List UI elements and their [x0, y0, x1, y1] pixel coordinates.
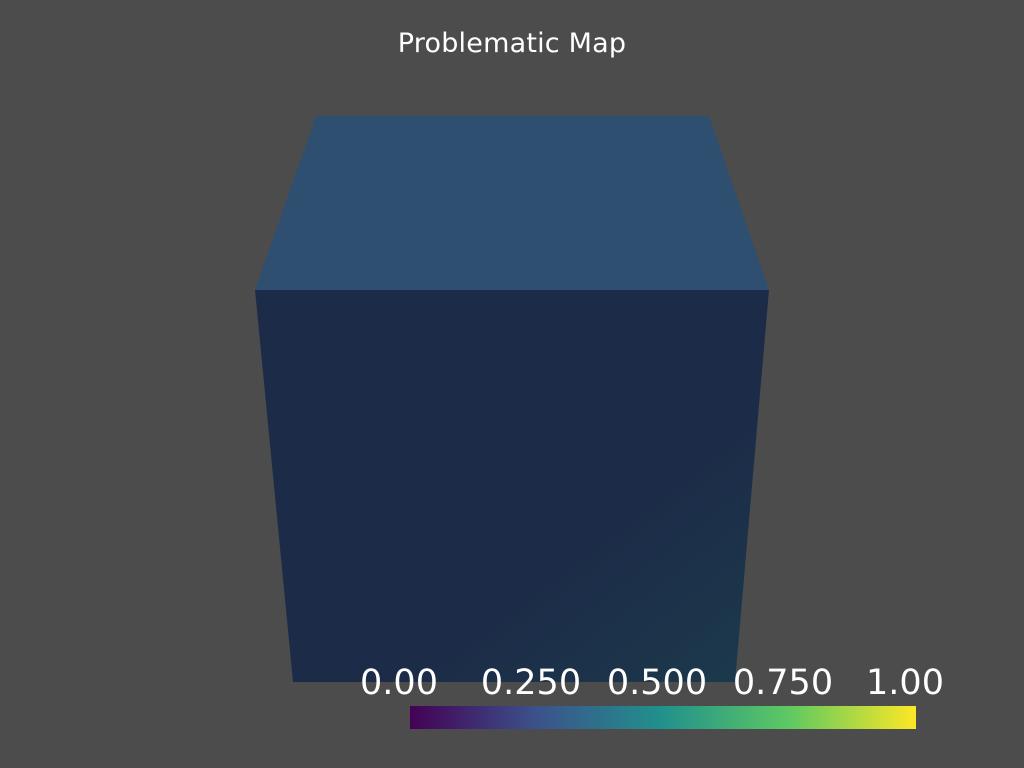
plot-title: Problematic Map [397, 28, 627, 59]
cube-front-face [255, 290, 769, 682]
colorbar-tick-label-1: 0.250 [480, 663, 582, 703]
colorbar-tick-label-3: 0.750 [732, 663, 834, 703]
colorbar-tick-label-0: 0.00 [360, 663, 438, 703]
cube-top-face [255, 116, 769, 290]
colorbar-tick-label-2: 0.500 [606, 663, 708, 703]
colorbar-tick-label-4: 1.00 [866, 663, 944, 703]
scalar-bar-colorbar[interactable] [410, 706, 916, 729]
